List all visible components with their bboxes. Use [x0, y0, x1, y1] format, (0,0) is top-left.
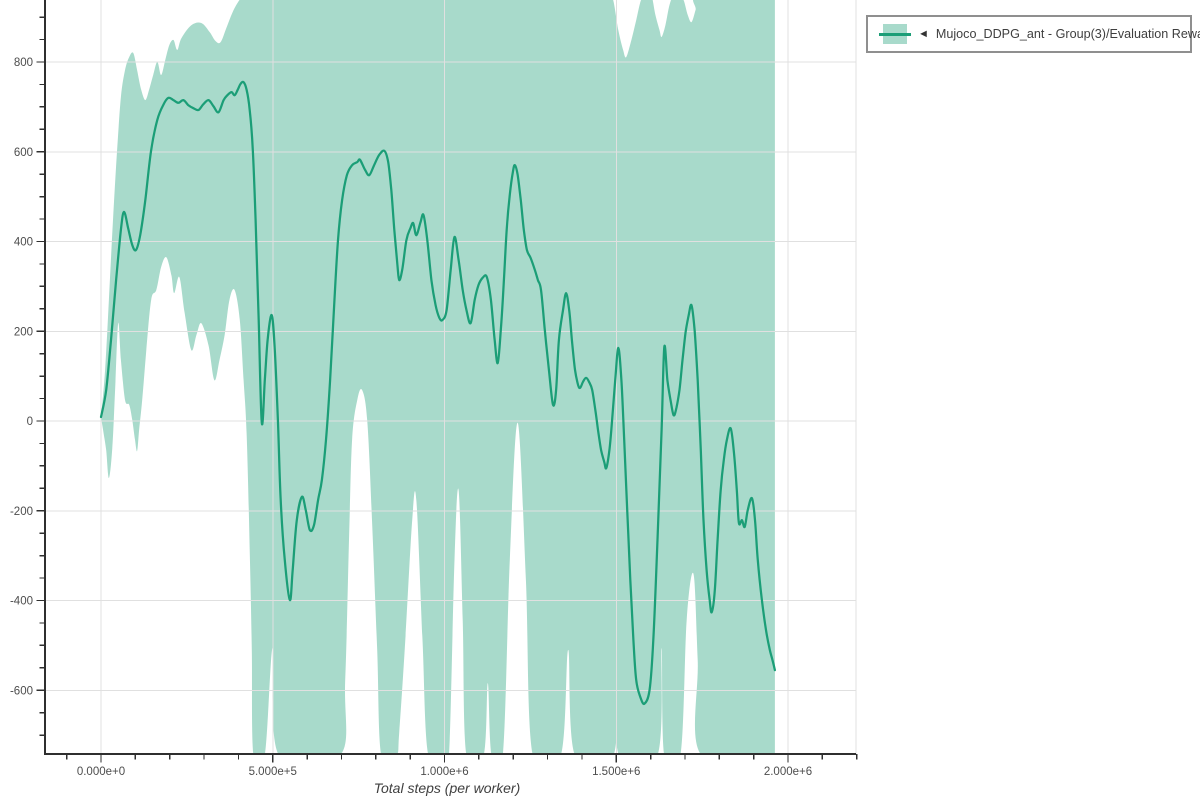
axes: [44, 0, 856, 755]
legend-collapse-arrow-icon[interactable]: ◄: [918, 27, 929, 40]
y-tick-label: 600: [14, 147, 33, 159]
x-tick-labels: 0.000e+0 5.000e+5 1.000e+6 1.500e+6 2.000e+6: [77, 766, 812, 778]
legend-series-swatch-icon: [879, 24, 911, 44]
legend-line-swatch: [879, 32, 911, 36]
y-tick-labels: 800 600 400 200 0 -200 -400 -600: [10, 57, 33, 697]
x-tick-label: 2.000e+6: [764, 766, 812, 778]
x-tick-label: 0.000e+0: [77, 766, 125, 778]
y-tick-label: 800: [14, 57, 33, 69]
tick-marks: [36, 16, 858, 763]
x-tick-label: 1.000e+6: [420, 766, 468, 778]
legend-box: ◄ Mujoco_DDPG_ant - Group(3)/Evaluation …: [866, 15, 1200, 53]
y-tick-label: 0: [27, 416, 33, 428]
legend-item-evaluation-reward[interactable]: ◄ Mujoco_DDPG_ant - Group(3)/Evaluation …: [879, 24, 1200, 44]
y-tick-label: -200: [10, 506, 33, 518]
y-tick-label: -600: [10, 685, 33, 697]
y-tick-label: -400: [10, 596, 33, 608]
x-tick-label: 1.500e+6: [592, 766, 640, 778]
y-tick-label: 200: [14, 326, 33, 338]
confidence-band: [101, 0, 775, 754]
x-tick-label: 5.000e+5: [249, 766, 297, 778]
y-tick-label: 400: [14, 237, 33, 249]
x-axis-label: Total steps (per worker): [373, 780, 521, 796]
legend-series-label: Mujoco_DDPG_ant - Group(3)/Evaluation Re…: [935, 27, 1200, 41]
series-line: [99, 80, 777, 706]
